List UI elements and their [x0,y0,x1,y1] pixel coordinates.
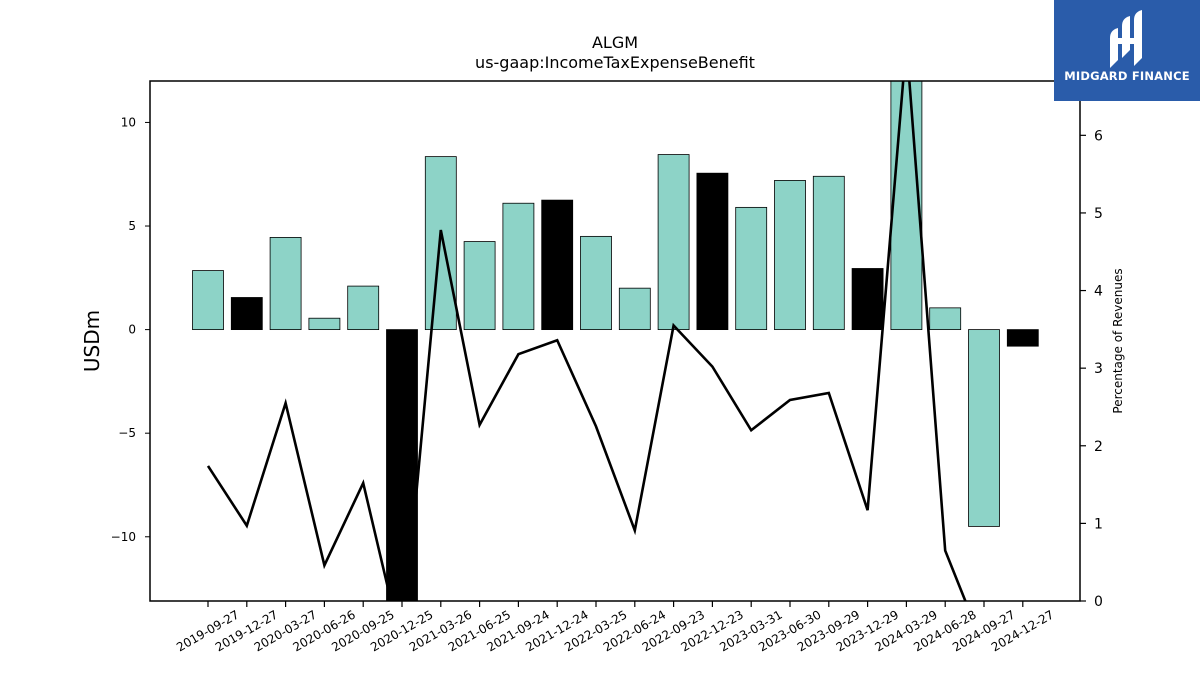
bar-2022-06-24 [618,287,651,331]
bar-2023-03-31 [735,206,768,331]
y-tick-label: −10 [111,530,136,544]
plot-frame [149,80,1081,602]
y2-tick-label: 0 [1094,594,1103,610]
bar-2020-03-27 [269,237,302,331]
logo-text: MIDGARD FINANCE [1064,69,1190,83]
percentage-line [206,81,967,601]
line-group [206,81,967,601]
y2-tick-label: 3 [1094,361,1103,377]
y2-tick-label: 2 [1094,439,1103,455]
bar-2024-03-29 [890,81,923,331]
y2-tick-label: 4 [1094,284,1103,300]
y2-tick-label: 1 [1094,516,1103,532]
bar-2021-06-25 [463,241,496,331]
bar-2023-09-29 [812,175,845,331]
bar-2022-03-25 [580,235,612,331]
right-axis: 0 1 2 3 4 5 6 [1080,128,1103,610]
bar-2024-06-28 [929,307,962,331]
midgard-logo: MIDGARD FINANCE [1054,0,1200,101]
bar-2020-06-26 [308,317,341,331]
bars-group [192,81,1039,601]
bar-2024-09-27 [968,329,1000,527]
y-tick-label: 5 [128,219,136,233]
chart-subtitle: us-gaap:IncomeTaxExpenseBenefit [475,53,755,72]
bar-2024-12-27 [1006,329,1039,347]
y2-tick-label: 5 [1094,206,1103,222]
bar-2023-12-29 [851,268,884,331]
bar-2022-12-23 [696,172,729,331]
bar-2023-06-30 [774,180,806,331]
bar-2021-09-24 [502,202,535,331]
left-axis: −10 −5 0 5 10 [111,115,150,544]
bar-2020-12-25 [386,329,418,601]
bar-2020-09-25 [347,285,380,331]
y-tick-label: 10 [121,115,136,129]
x-axis: 2019-09-272019-12-272020-03-272020-06-26… [174,601,1056,654]
y-axis-label: USDm [80,310,104,372]
bar-2022-09-23 [657,154,690,331]
bar-2019-09-27 [192,270,224,331]
y-tick-label: 0 [128,323,136,337]
y2-axis-label: Percentage of Revenues [1111,268,1125,413]
y2-tick-label: 6 [1094,128,1103,144]
bar-2019-12-27 [230,297,263,331]
y-tick-label: −5 [118,426,136,440]
midgard-logo-icon [1110,10,1142,68]
bar-2021-12-24 [541,199,574,331]
chart-title: ALGM [592,33,638,52]
